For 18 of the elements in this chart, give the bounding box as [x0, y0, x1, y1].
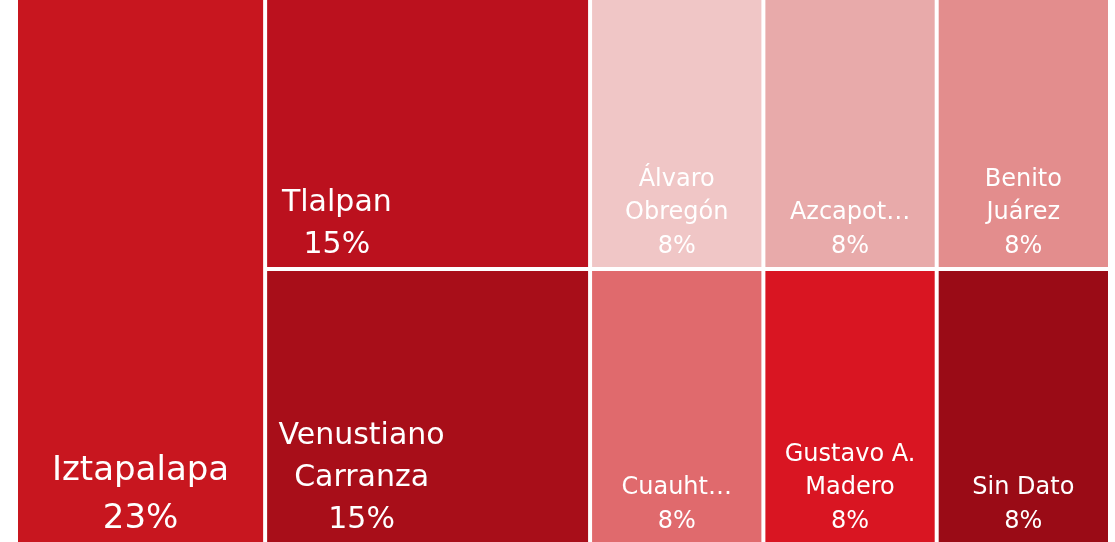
category-label: Benito Juárez	[984, 163, 1062, 226]
data-label: 15%	[328, 500, 395, 535]
category-label: Sin Dato	[972, 472, 1075, 501]
category-label: Azcapot…	[789, 197, 911, 226]
data-label: 8%	[1004, 231, 1043, 259]
data-label: 8%	[657, 506, 696, 534]
data-label: 8%	[657, 231, 696, 259]
category-label: Cuauht…	[621, 472, 732, 501]
data-label: 8%	[831, 506, 870, 534]
category-label: Tlalpan	[280, 183, 392, 218]
category-label: Gustavo A. Madero	[784, 438, 916, 501]
data-label: 8%	[831, 231, 870, 259]
category-label: Venustiano Carranza	[278, 416, 445, 493]
category-label: Álvaro Obregón	[625, 162, 729, 226]
data-label: 8%	[1004, 506, 1043, 534]
data-label: 15%	[303, 225, 371, 260]
data-label: 23%	[102, 496, 179, 536]
category-label: Iztapalapa	[51, 448, 230, 489]
